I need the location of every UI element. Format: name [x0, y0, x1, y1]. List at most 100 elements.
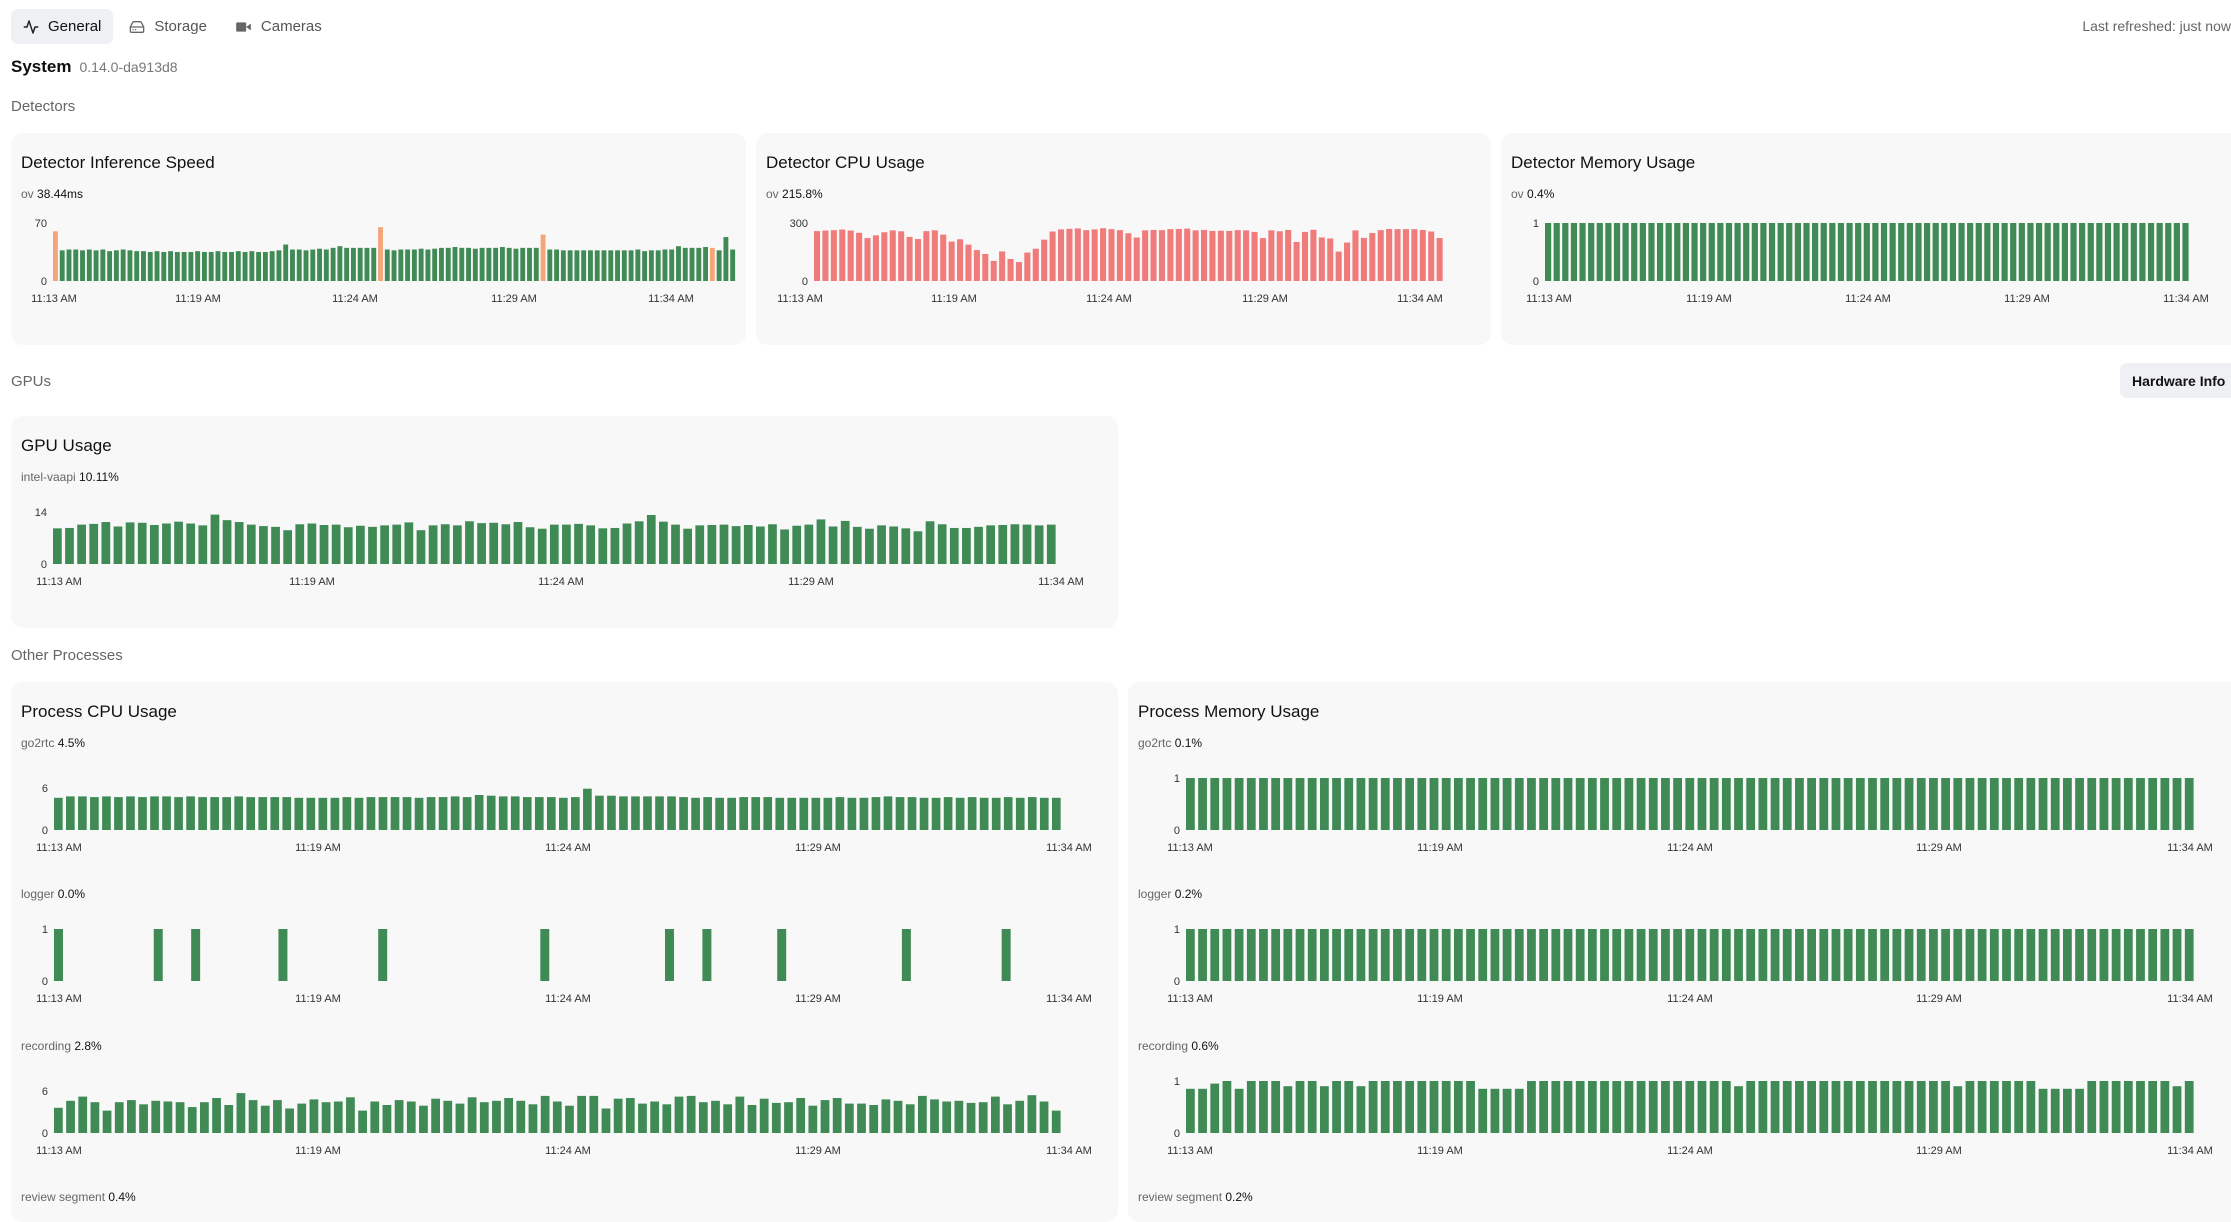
bar[interactable] [102, 1110, 112, 1133]
bar[interactable] [574, 523, 583, 564]
bar[interactable] [1868, 778, 1877, 830]
bar[interactable] [1892, 1081, 1902, 1133]
bar[interactable] [1356, 929, 1366, 981]
bar[interactable] [1906, 223, 1913, 281]
bar[interactable] [715, 797, 724, 830]
bar[interactable] [554, 249, 560, 281]
bar[interactable] [501, 524, 511, 564]
bar[interactable] [1812, 223, 1819, 281]
bar[interactable] [537, 528, 547, 564]
bar[interactable] [1441, 929, 1451, 981]
bar[interactable] [1327, 238, 1334, 281]
bar[interactable] [2111, 929, 2121, 981]
bar[interactable] [1575, 929, 1585, 981]
bar[interactable] [942, 1101, 952, 1134]
bar[interactable] [344, 247, 350, 281]
bar[interactable] [1829, 223, 1836, 281]
bar[interactable] [613, 1098, 623, 1133]
bar[interactable] [285, 1108, 294, 1134]
bar[interactable] [384, 249, 390, 281]
bar[interactable] [2123, 929, 2133, 981]
bar[interactable] [114, 1102, 124, 1133]
bar[interactable] [236, 1093, 246, 1133]
bar[interactable] [1022, 524, 1032, 564]
bar[interactable] [1587, 929, 1597, 981]
bar[interactable] [269, 251, 275, 281]
bar[interactable] [380, 525, 389, 564]
bar[interactable] [1600, 778, 1609, 830]
bar[interactable] [763, 797, 773, 830]
bar[interactable] [1259, 238, 1266, 281]
bar[interactable] [1751, 223, 1758, 281]
bar[interactable] [297, 1103, 307, 1133]
bar[interactable] [1039, 797, 1049, 830]
bar[interactable] [479, 247, 485, 281]
bar[interactable] [979, 797, 989, 830]
bar[interactable] [702, 929, 712, 981]
bar[interactable] [1209, 230, 1216, 281]
bar[interactable] [730, 249, 736, 281]
bar[interactable] [865, 528, 874, 564]
bar[interactable] [2130, 223, 2137, 281]
bar[interactable] [455, 1103, 465, 1133]
bar[interactable] [2038, 1088, 2048, 1133]
bar[interactable] [707, 525, 717, 564]
bar[interactable] [901, 528, 911, 564]
bar[interactable] [1186, 778, 1195, 830]
bar[interactable] [390, 797, 400, 830]
bar[interactable] [1251, 231, 1258, 281]
bar[interactable] [100, 249, 106, 281]
bar[interactable] [747, 1105, 757, 1133]
bar[interactable] [2001, 223, 2008, 281]
bar[interactable] [1880, 223, 1888, 281]
bar[interactable] [2172, 1086, 2182, 1133]
bar[interactable] [1685, 929, 1695, 981]
bar[interactable] [66, 796, 75, 830]
bar[interactable] [1527, 778, 1536, 830]
bar[interactable] [1639, 223, 1646, 281]
bar[interactable] [525, 527, 535, 564]
bar[interactable] [2148, 778, 2158, 830]
bar[interactable] [452, 247, 458, 281]
bar[interactable] [440, 524, 450, 564]
bar[interactable] [2002, 929, 2011, 981]
bar[interactable] [1807, 929, 1816, 981]
bar[interactable] [907, 797, 917, 830]
bar[interactable] [2014, 1081, 2024, 1133]
bar[interactable] [1393, 1081, 1402, 1133]
bar[interactable] [66, 249, 72, 281]
bar[interactable] [262, 252, 268, 281]
bar[interactable] [147, 252, 153, 281]
bar[interactable] [278, 929, 288, 981]
bar[interactable] [394, 1100, 404, 1133]
bar[interactable] [847, 230, 854, 281]
bar[interactable] [1622, 223, 1629, 281]
bar[interactable] [1417, 929, 1427, 981]
bar[interactable] [1661, 929, 1670, 981]
bar[interactable] [973, 250, 980, 281]
bar[interactable] [443, 1100, 453, 1133]
bar[interactable] [1210, 929, 1220, 981]
bar[interactable] [1049, 231, 1056, 281]
bar[interactable] [598, 528, 608, 564]
bar[interactable] [1453, 778, 1463, 830]
bar[interactable] [1335, 251, 1342, 281]
bar[interactable] [957, 239, 964, 281]
bar[interactable] [1271, 929, 1281, 981]
bar[interactable] [1539, 1081, 1549, 1133]
bar[interactable] [113, 526, 123, 564]
bar[interactable] [416, 530, 426, 564]
bar[interactable] [149, 525, 159, 564]
bar[interactable] [1846, 223, 1853, 281]
bar[interactable] [839, 229, 846, 281]
bar[interactable] [59, 250, 65, 281]
bar[interactable] [54, 797, 63, 830]
bar[interactable] [1562, 223, 1569, 281]
bar[interactable] [948, 241, 955, 281]
bar[interactable] [2139, 223, 2146, 281]
bar[interactable] [594, 250, 600, 281]
bar[interactable] [1977, 929, 1987, 981]
bar[interactable] [978, 1102, 988, 1133]
bar[interactable] [1929, 778, 1938, 830]
bar[interactable] [1344, 1081, 1354, 1133]
